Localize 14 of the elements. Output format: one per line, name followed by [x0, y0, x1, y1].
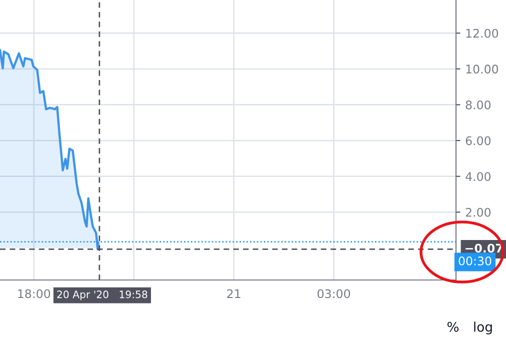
x-tick-label: 03:00	[318, 289, 350, 298]
ref-line-label: −0.07	[466, 244, 502, 253]
y-tick-label: 10.00	[466, 64, 498, 74]
x-tick-label: 18:00	[18, 289, 50, 298]
y-tick-label: 6.00	[466, 136, 491, 146]
x-tick-label: 21	[227, 289, 240, 298]
text: log	[474, 322, 492, 334]
ref-line-label: 20 Apr '20 19:58	[57, 290, 148, 300]
y-tick-label: 8.00	[466, 100, 491, 110]
y-tick-label: 12.00	[466, 28, 498, 38]
text: %	[447, 322, 459, 332]
text: 00:30	[458, 256, 492, 266]
y-tick-label: 4.00	[466, 172, 491, 181]
y-tick-label: 2.00	[466, 208, 491, 217]
